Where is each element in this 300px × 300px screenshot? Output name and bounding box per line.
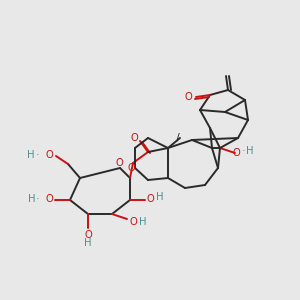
Text: O: O bbox=[129, 217, 137, 227]
Text: O: O bbox=[45, 194, 53, 204]
Text: O: O bbox=[84, 230, 92, 240]
Text: O: O bbox=[127, 163, 135, 173]
Text: O: O bbox=[146, 194, 154, 204]
Text: ·: · bbox=[242, 146, 246, 156]
Text: O: O bbox=[45, 150, 53, 160]
Text: ·: · bbox=[36, 150, 40, 160]
Text: H: H bbox=[246, 146, 254, 156]
Text: H: H bbox=[139, 217, 147, 227]
Text: O: O bbox=[130, 133, 138, 143]
Text: /: / bbox=[176, 133, 180, 143]
Text: H: H bbox=[28, 194, 36, 204]
Text: O: O bbox=[232, 148, 240, 158]
Text: H: H bbox=[84, 238, 92, 248]
Text: H: H bbox=[27, 150, 35, 160]
Text: O: O bbox=[115, 158, 123, 168]
Text: O: O bbox=[184, 92, 192, 102]
Text: ·: · bbox=[36, 194, 40, 204]
Text: H: H bbox=[156, 192, 164, 202]
